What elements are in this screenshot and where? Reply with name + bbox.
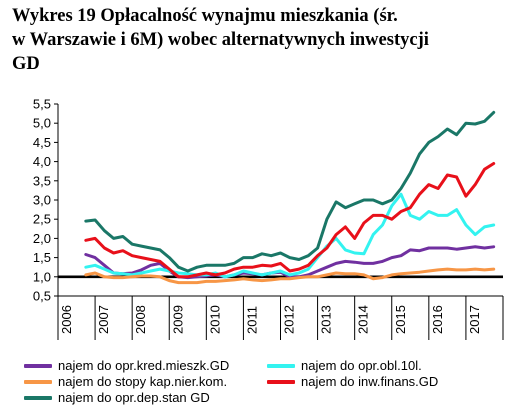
x-tick-label: 2017 (467, 305, 482, 334)
series-line-3 (84, 267, 496, 285)
x-tick-label: 2006 (59, 305, 74, 334)
x-tick-label: 2015 (393, 305, 408, 334)
y-tick-label: 5,5 (33, 97, 51, 112)
chart-title-line-2: w Warszawie i 6M) wobec alternatywnych i… (12, 30, 429, 50)
y-tick-label: 2,0 (33, 231, 51, 246)
y-tick-label: 3,0 (33, 193, 51, 208)
x-tick-label: 2009 (170, 305, 185, 334)
x-tick-label: 2011 (244, 306, 259, 334)
x-tick-label: 2016 (430, 305, 445, 334)
x-tick-label: 2010 (207, 305, 222, 334)
y-tick-label: 4,5 (33, 135, 51, 150)
y-tick-label: 0,5 (33, 289, 51, 304)
y-tick-label: 3,5 (33, 173, 51, 188)
series-line-4 (84, 162, 496, 279)
y-tick-label: 2,5 (33, 212, 51, 227)
chart-title-line-3: GD (12, 54, 40, 74)
y-tick-label: 4,0 (33, 154, 51, 169)
chart-title-line-1: Wykres 19 Opłacalność wynajmu mieszkania… (12, 6, 398, 26)
series-line-1 (84, 245, 496, 280)
x-tick-label: 2008 (133, 305, 148, 334)
y-tick-label: 1,5 (33, 250, 51, 265)
y-tick-label: 5,0 (33, 116, 51, 131)
series-line-5 (84, 110, 496, 273)
x-tick-label: 2012 (282, 305, 297, 334)
y-tick-label: 1,0 (33, 269, 51, 284)
x-tick-label: 2007 (96, 305, 111, 334)
x-tick-label: 2013 (319, 305, 334, 334)
x-tick-label: 2014 (356, 305, 371, 334)
chart-title: Wykres 19 Opłacalność wynajmu mieszkania… (12, 4, 507, 76)
series-line-2 (84, 192, 496, 279)
